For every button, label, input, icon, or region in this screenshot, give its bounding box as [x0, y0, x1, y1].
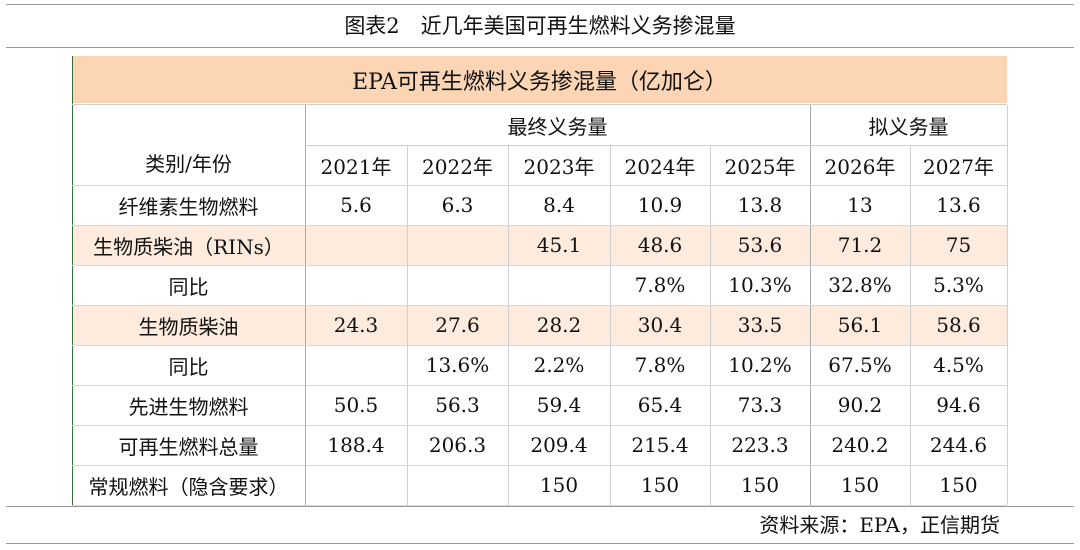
cell: 4.5%	[933, 353, 984, 377]
column-border	[1007, 105, 1008, 505]
row-border	[72, 104, 1007, 105]
cell: 33.5	[737, 313, 783, 337]
year-header: 2024年	[624, 154, 696, 179]
cell: 58.6	[936, 313, 981, 337]
cell: 2.2%	[533, 353, 585, 377]
cell: 10.2%	[728, 353, 792, 377]
cell: 150	[539, 473, 579, 497]
year-header: 2023年	[523, 154, 595, 179]
year-header: 2027年	[923, 154, 994, 179]
row-label: 先进生物燃料	[128, 394, 249, 419]
cell: 244.6	[929, 433, 988, 457]
column-border	[407, 145, 408, 505]
cell: 45.1	[536, 233, 582, 257]
cell: 32.8%	[828, 273, 892, 297]
cell: 27.6	[435, 313, 480, 337]
column-border	[72, 56, 73, 505]
cell: 7.8%	[634, 273, 686, 297]
row-label: 生物质柴油	[138, 314, 239, 339]
row-label: 生物质柴油（RINs）	[93, 234, 284, 259]
cell: 90.2	[837, 393, 883, 417]
cell: 5.6	[340, 193, 372, 217]
cell: 30.4	[637, 313, 683, 337]
row-label: 常规燃料（隐含要求）	[88, 474, 289, 499]
cell: 59.4	[536, 393, 582, 417]
cell: 223.3	[731, 433, 789, 457]
row-shade	[72, 305, 1007, 345]
row-border	[72, 265, 1007, 266]
cell: 53.6	[737, 233, 783, 257]
cell: 50.5	[333, 393, 379, 417]
rule	[6, 543, 1074, 544]
year-header: 2026年	[824, 154, 896, 179]
cell: 13	[847, 193, 873, 217]
row-border	[72, 345, 1007, 346]
column-border	[910, 145, 911, 505]
cell: 94.6	[936, 393, 981, 417]
cell: 5.3%	[933, 273, 984, 297]
group-header: 最终义务量	[507, 114, 608, 139]
row-label: 纤维素生物燃料	[118, 194, 259, 219]
row-border	[72, 465, 1007, 466]
row-shade	[72, 225, 1007, 265]
cell: 215.4	[631, 433, 689, 457]
cell: 150	[939, 473, 978, 497]
column-border	[610, 145, 611, 505]
column-border	[710, 145, 711, 505]
source: 资料来源：EPA，正信期货	[759, 512, 1000, 537]
row-border	[72, 185, 1007, 186]
cell: 13.6%	[425, 353, 490, 377]
rule	[6, 4, 1074, 5]
cell: 13.6	[936, 193, 981, 217]
row-border	[72, 425, 1007, 426]
cell: 56.1	[837, 313, 883, 337]
row-border	[305, 145, 1007, 146]
cell: 56.3	[435, 393, 480, 417]
corner-header: 类别/年份	[145, 152, 232, 176]
cell: 67.5%	[828, 353, 892, 377]
cell: 24.3	[333, 313, 379, 337]
cell: 7.8%	[634, 353, 686, 377]
cell: 6.3	[441, 193, 474, 217]
row-border	[72, 505, 1007, 506]
year-header: 2021年	[320, 154, 392, 179]
table-title: EPA可再生燃料义务掺混量（亿加仑）	[72, 56, 1007, 103]
cell: 10.3%	[728, 273, 792, 297]
row-label: 同比	[168, 354, 209, 379]
row-border	[72, 225, 1007, 226]
column-border	[508, 145, 509, 505]
cell: 10.9	[637, 193, 683, 217]
cell: 73.3	[737, 393, 783, 417]
row-label: 可再生燃料总量	[118, 434, 259, 459]
cell: 8.4	[543, 193, 575, 217]
row-border	[72, 385, 1007, 386]
year-header: 2022年	[422, 154, 493, 179]
row-border	[72, 305, 1007, 306]
cell: 71.2	[837, 233, 883, 257]
cell: 150	[840, 473, 880, 497]
cell: 150	[640, 473, 680, 497]
cell: 65.4	[637, 393, 683, 417]
cell: 188.4	[327, 433, 385, 457]
rule	[6, 47, 1074, 48]
cell: 240.2	[831, 433, 889, 457]
cell: 150	[740, 473, 780, 497]
row-border	[6, 506, 1074, 507]
row-label: 同比	[168, 274, 209, 299]
cell: 28.2	[536, 313, 582, 337]
year-header: 2025年	[724, 154, 796, 179]
cell: 209.4	[530, 433, 588, 457]
figure-title: 图表2 近几年美国可再生燃料义务掺混量	[344, 14, 736, 38]
group-header: 拟义务量	[868, 114, 949, 139]
cell: 13.8	[737, 193, 783, 217]
cell: 75	[945, 233, 972, 257]
cell: 206.3	[428, 433, 487, 457]
cell: 48.6	[637, 233, 683, 257]
